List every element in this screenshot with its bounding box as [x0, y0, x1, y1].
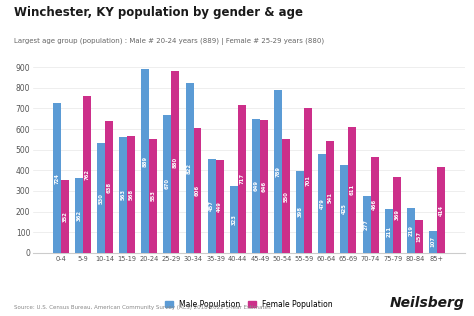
Text: 550: 550 — [283, 191, 289, 202]
Text: 425: 425 — [342, 204, 347, 215]
Bar — [274, 90, 282, 253]
Bar — [172, 71, 179, 253]
Bar — [119, 137, 127, 253]
Bar — [407, 208, 415, 253]
Bar — [230, 186, 238, 253]
Text: 822: 822 — [187, 162, 192, 173]
Text: 762: 762 — [84, 169, 90, 180]
Text: 670: 670 — [165, 178, 170, 189]
Text: 889: 889 — [143, 155, 148, 167]
Text: 717: 717 — [239, 173, 244, 184]
Text: 277: 277 — [364, 219, 369, 230]
Text: 352: 352 — [62, 211, 67, 222]
Bar — [437, 167, 445, 253]
Bar — [149, 139, 157, 253]
Bar — [164, 115, 172, 253]
Text: 541: 541 — [328, 191, 333, 203]
Bar — [340, 165, 348, 253]
Bar — [371, 157, 379, 253]
Bar — [75, 178, 83, 253]
Text: 649: 649 — [254, 180, 258, 191]
Text: 157: 157 — [416, 231, 421, 242]
Bar — [260, 119, 268, 253]
Text: 568: 568 — [128, 189, 134, 200]
Text: 449: 449 — [217, 201, 222, 212]
Bar — [429, 231, 437, 253]
Bar — [363, 196, 371, 253]
Bar — [97, 143, 105, 253]
Bar — [141, 70, 149, 253]
Bar — [216, 160, 224, 253]
Bar — [193, 128, 201, 253]
Bar — [392, 177, 401, 253]
Text: 414: 414 — [438, 205, 444, 216]
Text: 479: 479 — [320, 198, 325, 209]
Bar — [415, 221, 423, 253]
Text: 611: 611 — [350, 184, 355, 195]
Text: 606: 606 — [195, 185, 200, 196]
Text: 880: 880 — [173, 156, 178, 167]
Bar — [282, 139, 290, 253]
Text: 219: 219 — [408, 225, 413, 236]
Text: Neilsberg: Neilsberg — [390, 296, 465, 310]
Bar — [319, 154, 326, 253]
Text: 466: 466 — [372, 199, 377, 210]
Text: 553: 553 — [151, 190, 156, 201]
Text: 638: 638 — [107, 181, 111, 192]
Bar — [127, 136, 135, 253]
Bar — [238, 105, 246, 253]
Bar — [53, 103, 61, 253]
Text: 789: 789 — [275, 166, 281, 177]
Text: 701: 701 — [306, 175, 310, 186]
Bar — [61, 180, 69, 253]
Text: 457: 457 — [209, 200, 214, 211]
Text: 724: 724 — [54, 173, 59, 184]
Text: 323: 323 — [231, 214, 237, 225]
Bar — [185, 83, 193, 253]
Text: 211: 211 — [386, 226, 391, 237]
Bar — [208, 159, 216, 253]
Text: 369: 369 — [394, 209, 399, 220]
Text: Largest age group (population) : Male # 20-24 years (889) | Female # 25-29 years: Largest age group (population) : Male # … — [14, 38, 324, 45]
Text: 563: 563 — [121, 189, 126, 200]
Bar — [348, 127, 356, 253]
Text: 362: 362 — [76, 210, 82, 221]
Text: 530: 530 — [99, 193, 103, 204]
Text: 107: 107 — [430, 236, 436, 247]
Bar — [105, 121, 113, 253]
Text: Source: U.S. Census Bureau, American Community Survey (ACS) 2018-2022 5-Year Est: Source: U.S. Census Bureau, American Com… — [14, 305, 271, 310]
Text: 646: 646 — [261, 181, 266, 192]
Bar — [304, 108, 312, 253]
Bar — [326, 141, 334, 253]
Bar — [385, 209, 392, 253]
Text: Winchester, KY population by gender & age: Winchester, KY population by gender & ag… — [14, 6, 303, 19]
Text: 398: 398 — [298, 206, 303, 217]
Bar — [296, 171, 304, 253]
Bar — [83, 96, 91, 253]
Bar — [252, 119, 260, 253]
Legend: Male Population, Female Population: Male Population, Female Population — [162, 296, 336, 312]
